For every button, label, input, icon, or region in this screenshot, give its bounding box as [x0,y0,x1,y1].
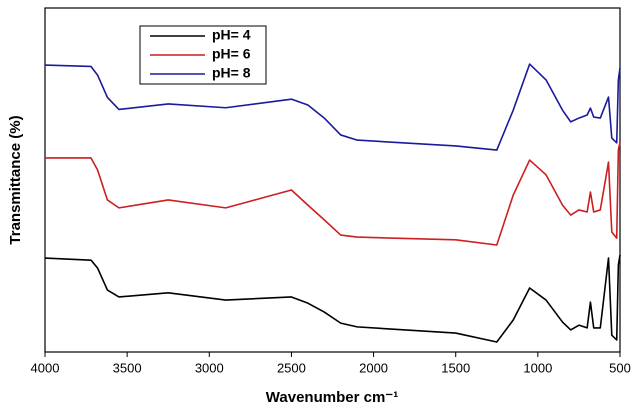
plot-frame [44,7,621,353]
series-line [45,141,621,246]
legend-label: pH= 6 [212,46,251,62]
x-tick-label: 1000 [523,360,552,375]
x-tick-label: 2500 [277,360,306,375]
x-tick-label: 500 [609,360,631,375]
legend-label: pH= 8 [212,65,251,81]
x-tick-label: 1500 [441,360,470,375]
legend-label: pH= 4 [212,27,251,43]
x-tick-label: 3500 [113,360,142,375]
x-tick-label: 3000 [195,360,224,375]
series-line [44,63,621,151]
x-tick-label: 4000 [31,360,60,375]
x-axis-label: Wavenumber cm⁻¹ [266,389,398,406]
x-tick-label: 2000 [359,360,388,375]
y-axis-label: Transmittance (%) [7,115,24,244]
series-line [44,254,621,343]
